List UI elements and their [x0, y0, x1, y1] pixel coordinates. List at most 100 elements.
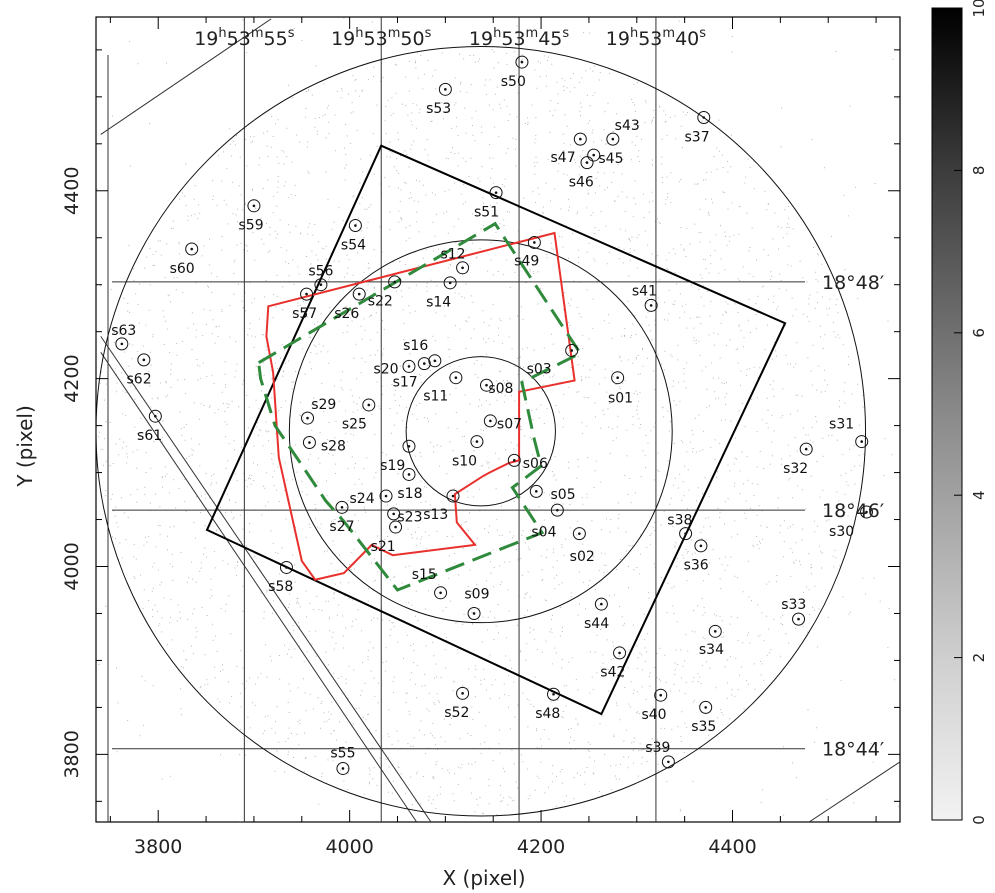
- source-s54: s54: [341, 219, 366, 253]
- source-dot: [699, 544, 703, 548]
- source-circle: [402, 439, 416, 453]
- source-s62: s62: [127, 353, 152, 388]
- source-s43: s43: [606, 118, 640, 146]
- source-s41: s41: [632, 283, 658, 312]
- source-label: s24: [350, 491, 375, 507]
- source-label: s63: [111, 323, 136, 339]
- source-label: s54: [341, 237, 366, 253]
- source-s44: s44: [584, 597, 609, 632]
- dec-labels: 18°48′ 18°46′ 18°44′: [822, 272, 884, 761]
- source-dot: [534, 490, 538, 493]
- source-circle: [606, 132, 620, 146]
- source-dot: [341, 767, 345, 770]
- source-dot: [394, 525, 397, 529]
- source-dot: [423, 362, 426, 365]
- source-s29: s29: [301, 397, 336, 425]
- source-circle: [456, 261, 470, 275]
- source-dot: [407, 444, 411, 448]
- source-dot: [451, 494, 455, 498]
- source-dot: [252, 204, 256, 208]
- y-tick-label: 4400: [61, 167, 83, 215]
- source-dot: [667, 760, 670, 764]
- source-label: s01: [608, 390, 633, 406]
- source-label: s15: [412, 567, 437, 583]
- source-s63: s63: [111, 323, 136, 351]
- source-s11: s11: [423, 371, 463, 405]
- source-dot: [512, 459, 516, 462]
- x-tick-label: 4000: [325, 836, 373, 858]
- source-circle: [402, 359, 416, 373]
- source-s58: s58: [268, 560, 293, 595]
- source-circle: [507, 453, 521, 467]
- source-dot: [439, 591, 442, 595]
- source-dot: [702, 116, 706, 119]
- source-circle: [443, 276, 457, 290]
- source-label: s16: [403, 338, 428, 354]
- wcs-grid: [107, 17, 805, 822]
- source-circle: [489, 186, 503, 200]
- source-s33: s33: [781, 597, 806, 626]
- source-circle: [185, 242, 199, 256]
- source-label: s57: [292, 306, 317, 322]
- source-label: s44: [584, 616, 609, 632]
- source-s08: s08: [480, 378, 513, 397]
- source-dot: [860, 440, 864, 443]
- source-circle: [336, 761, 350, 775]
- source-markers: s01s02s03s04s05s06s07s08s09s10s11s12s13s…: [111, 55, 873, 775]
- source-s28: s28: [302, 436, 346, 454]
- source-label: s13: [423, 507, 448, 523]
- source-dot: [392, 512, 395, 516]
- source-dot: [407, 365, 411, 368]
- source-label: s03: [527, 361, 552, 377]
- source-s40: s40: [641, 688, 668, 723]
- source-dot: [704, 706, 707, 709]
- source-circle: [572, 527, 586, 541]
- source-s10: s10: [452, 435, 484, 469]
- source-label: s14: [426, 295, 451, 311]
- source-label: s42: [600, 665, 625, 681]
- source-circle: [697, 111, 711, 125]
- source-s19: s19: [380, 439, 416, 474]
- source-s02: s02: [570, 527, 595, 565]
- source-dot: [611, 137, 615, 141]
- source-label: s52: [444, 705, 469, 721]
- source-dot: [190, 247, 194, 251]
- source-dot: [354, 224, 357, 227]
- source-s14: s14: [426, 276, 457, 311]
- source-label: s09: [464, 587, 489, 603]
- source-label: s07: [497, 417, 522, 433]
- source-circle: [434, 586, 448, 600]
- source-circle: [302, 436, 316, 450]
- source-dot: [592, 153, 596, 157]
- source-label: s55: [330, 745, 355, 761]
- source-s27: s27: [329, 500, 355, 535]
- source-label: s43: [615, 118, 640, 134]
- extraction-circle: [288, 239, 673, 624]
- source-circle: [587, 148, 601, 162]
- source-circle: [855, 435, 869, 449]
- source-circle: [573, 132, 587, 146]
- source-label: s23: [397, 510, 422, 526]
- source-circle: [348, 219, 362, 233]
- source-dot: [367, 403, 371, 407]
- source-label: s37: [685, 129, 710, 145]
- dec-label: 18°48′: [822, 272, 884, 294]
- source-circle: [137, 353, 151, 367]
- source-label: s22: [368, 294, 393, 310]
- colorbar-tick-label: 8: [970, 166, 988, 176]
- source-s46: s46: [569, 156, 594, 190]
- source-circle: [279, 560, 293, 574]
- source-s53: s53: [426, 82, 452, 117]
- source-s36: s36: [684, 539, 709, 574]
- source-dot: [494, 191, 498, 194]
- source-circle: [379, 489, 393, 503]
- source-dot: [384, 494, 388, 498]
- source-dot: [448, 281, 452, 285]
- source-label: s53: [426, 101, 451, 117]
- source-label: s45: [598, 151, 623, 167]
- source-s12: s12: [440, 247, 470, 275]
- diagonal-line: [100, 352, 418, 822]
- source-circle: [708, 624, 722, 638]
- source-circle: [515, 55, 529, 69]
- source-s47: s47: [551, 132, 587, 166]
